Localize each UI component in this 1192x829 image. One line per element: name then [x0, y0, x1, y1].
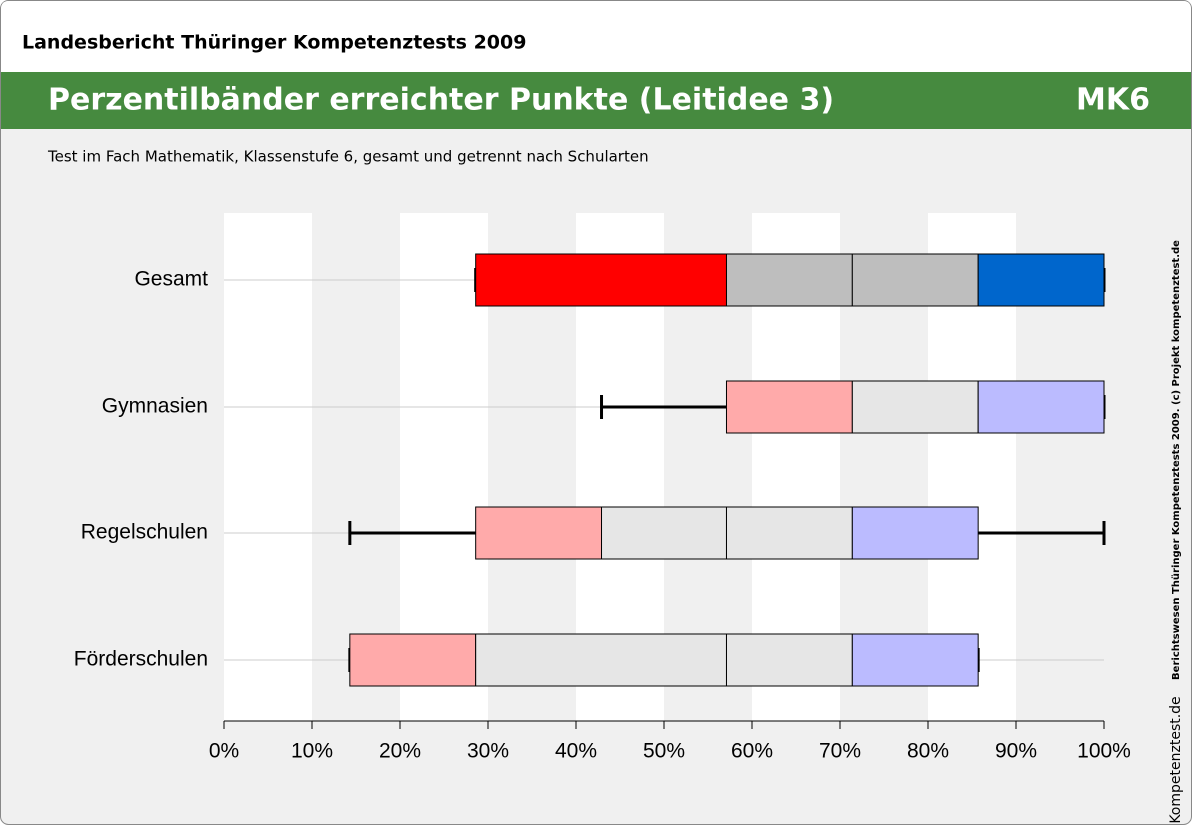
credit: Berichtswesen Thüringer Kompetenztests 2… — [1171, 240, 1182, 680]
band-segment — [977, 253, 1105, 307]
x-tick-label: 90% — [995, 740, 1037, 763]
band-segment — [475, 633, 727, 687]
x-tick-label: 80% — [907, 740, 949, 763]
x-tick-label: 20% — [379, 740, 421, 763]
x-tick-label: 100% — [1077, 740, 1131, 763]
band-segment — [601, 506, 727, 560]
code: MK6 — [1076, 83, 1150, 118]
band-segment — [725, 253, 853, 307]
row-label: Förderschulen — [74, 648, 208, 671]
title: Perzentilbänder erreichter Punkte (Leiti… — [48, 83, 834, 118]
row-label: Regelschulen — [81, 521, 208, 544]
subtitle: Test im Fach Mathematik, Klassenstufe 6,… — [47, 148, 649, 166]
report-title: Landesbericht Thüringer Kompetenztests 2… — [22, 32, 526, 54]
title-bar — [1, 72, 1191, 129]
header-area — [1, 1, 1191, 72]
band-segment — [851, 633, 979, 687]
x-tick-label: 40% — [555, 740, 597, 763]
row-label: Gymnasien — [102, 395, 208, 418]
band-segment — [349, 633, 477, 687]
x-tick-label: 50% — [643, 740, 685, 763]
chart: 0% 10% 20% 30% 40% 50% 60% 70% 80% 90% 100% Gesamt G… — [74, 213, 1131, 763]
band-segment — [977, 380, 1105, 434]
band-segment — [725, 380, 853, 434]
band-segment — [851, 253, 979, 307]
x-tick-label: 70% — [819, 740, 861, 763]
x-tick-label: 60% — [731, 740, 773, 763]
row-label: Gesamt — [134, 268, 208, 291]
band-segment — [475, 253, 727, 307]
band-segment — [851, 380, 979, 434]
band-segment — [725, 506, 853, 560]
x-tick-label: 0% — [209, 740, 239, 763]
band-segment — [475, 506, 603, 560]
x-tick-label: 30% — [467, 740, 509, 763]
logo: Kompetenztest.de — [1168, 696, 1184, 823]
band-segment — [851, 506, 979, 560]
grid-stripe — [224, 213, 312, 721]
x-tick-label: 10% — [291, 740, 333, 763]
band-segment — [725, 633, 853, 687]
